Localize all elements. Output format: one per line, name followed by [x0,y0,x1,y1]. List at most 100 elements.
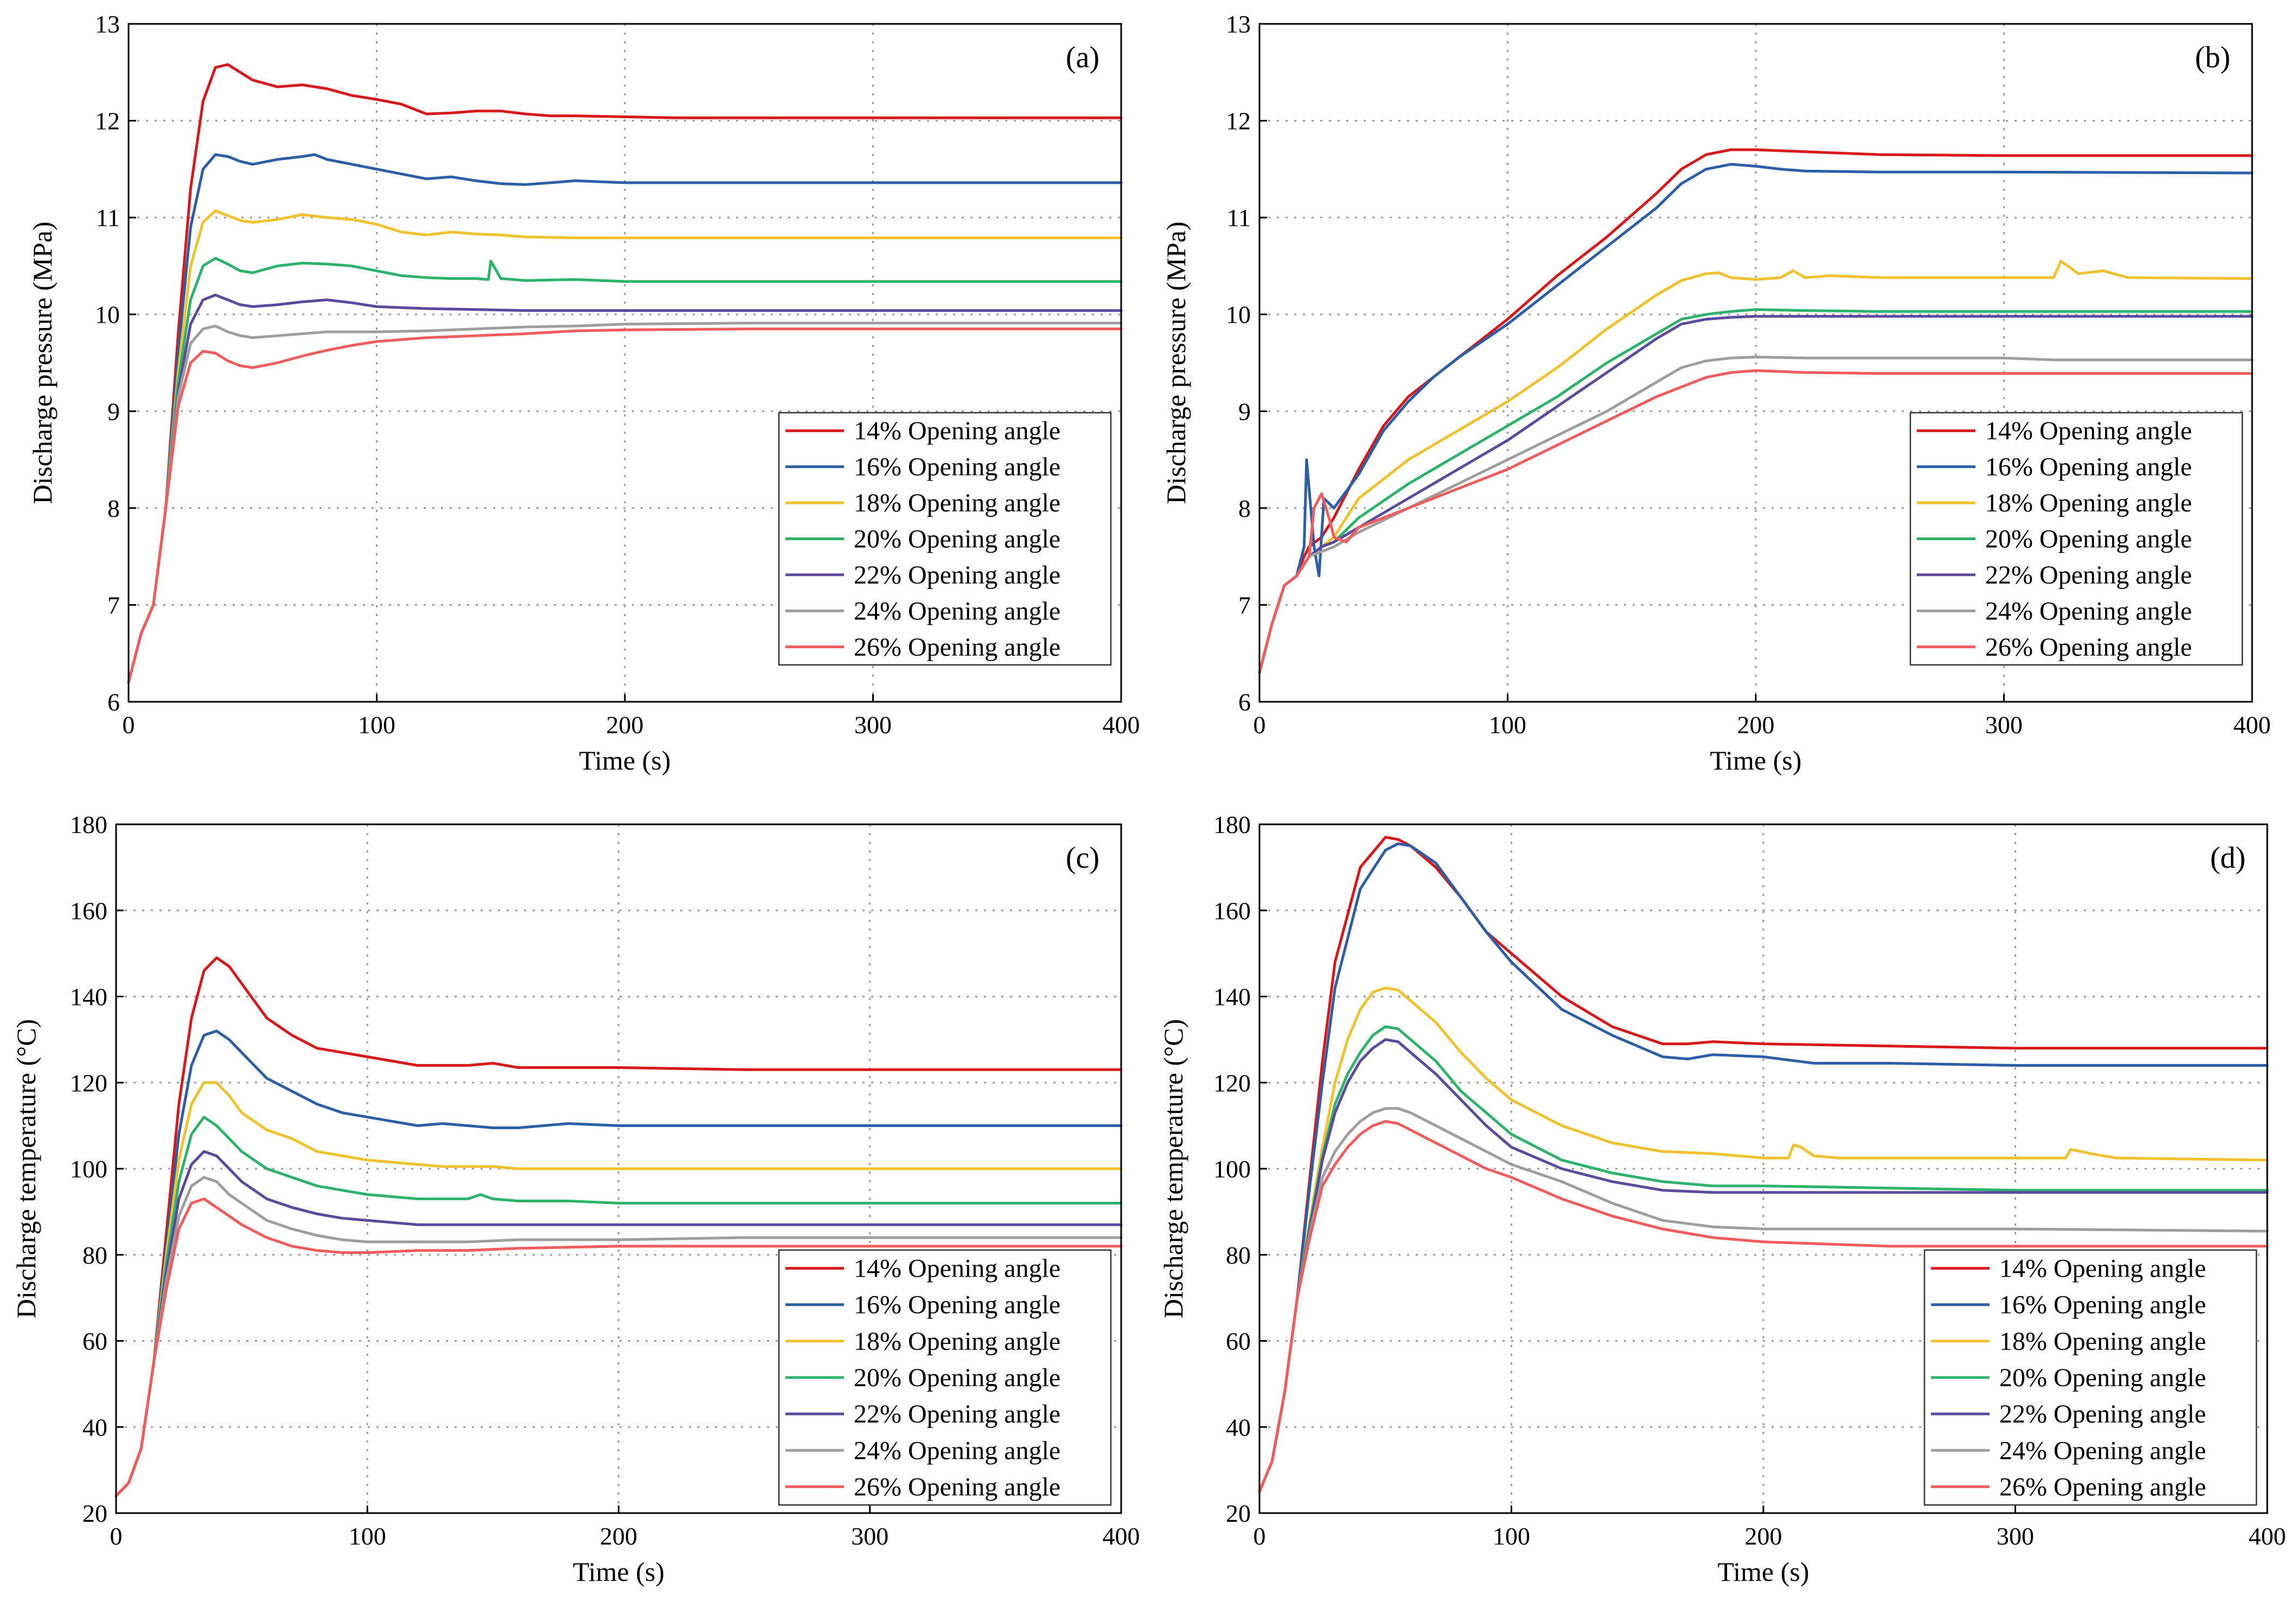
x-tick-label: 200 [600,1522,637,1550]
legend-entry: 20% Opening angle [1999,1363,2206,1392]
legend-entry: 20% Opening angle [854,525,1060,554]
x-tick-label: 300 [854,711,892,739]
y-tick-label: 13 [95,10,120,38]
y-tick-label: 8 [1238,495,1251,522]
legend-entry: 16% Opening angle [1985,453,2192,482]
y-tick-label: 7 [1238,591,1251,619]
legend: 14% Opening angle 16% Opening angle 18% Op… [1923,1249,2257,1506]
legend-entry: 22% Opening angle [854,561,1060,590]
legend-entry: 26% Opening angle [854,633,1060,662]
x-tick-label: 300 [1997,1522,2034,1550]
panel-label: (b) [2195,41,2230,74]
x-tick-label: 0 [123,711,135,739]
panel-label: (d) [2210,841,2246,875]
panel-d: 0 100 200 300 400 20 40 60 80 100 120 140 160 180 Time… [1158,811,2286,1587]
x-tick-label: 400 [2249,1522,2286,1550]
series-line-1 [127,63,1123,684]
y-tick-label: 40 [1226,1413,1251,1441]
legend-entry: 14% Opening angle [1985,417,2192,445]
legend: 14% Opening angle 16% Opening angle 18% Op… [1909,412,2243,666]
x-axis-title: Time (s) [573,1556,664,1587]
legend-entry: 14% Opening angle [1999,1254,2206,1283]
legend-entry: 16% Opening angle [854,453,1060,482]
y-axis-title: Discharge pressure (MPa) [27,221,57,504]
y-tick-label: 11 [96,204,120,232]
panel-label: (c) [1066,841,1099,875]
y-tick-label: 120 [70,1069,107,1097]
legend-entry: 18% Opening angle [1985,489,2192,517]
legend-entry: 22% Opening angle [1985,561,2192,590]
y-tick-label: 8 [107,495,120,522]
x-tick-label: 0 [110,1522,123,1550]
series-line-2 [1258,163,2254,674]
x-tick-label: 400 [1103,1522,1140,1550]
legend-entry: 16% Opening angle [854,1291,1060,1319]
y-tick-label: 6 [1238,688,1251,716]
x-tick-label: 0 [1253,1522,1266,1550]
series-line-7 [114,1197,1123,1497]
series-line-7 [1258,369,2254,674]
y-tick-label: 12 [95,107,120,135]
series-line-2 [1258,842,2269,1493]
x-tick-label: 200 [606,711,644,739]
legend: 14% Opening angle 16% Opening angle 18% Op… [778,1249,1112,1506]
legend-entry: 14% Opening angle [854,417,1060,445]
series-line-4 [127,257,1123,684]
series-line-1 [114,956,1123,1497]
x-tick-label: 200 [1737,711,1775,739]
x-axis-title: Time (s) [1710,745,1801,776]
x-tick-label: 200 [1745,1522,1782,1550]
x-tick-label: 300 [851,1522,888,1550]
x-tick-label: 0 [1253,711,1266,739]
y-tick-label: 80 [82,1241,107,1269]
y-tick-label: 7 [107,591,120,619]
panel-label: (a) [1066,41,1099,74]
panel-a: 0 100 200 300 400 6 7 8 9 10 11 12 13 Time (s) Dischar… [27,10,1140,776]
legend-entry: 18% Opening angle [854,1327,1060,1356]
y-tick-label: 160 [1213,897,1251,925]
y-tick-label: 60 [82,1328,107,1355]
y-tick-label: 9 [1238,398,1251,425]
x-tick-label: 300 [1985,711,2023,739]
y-tick-label: 10 [1226,301,1251,329]
y-tick-label: 13 [1226,10,1251,38]
legend-entry: 26% Opening angle [854,1472,1060,1501]
legend-entry: 18% Opening angle [1999,1327,2206,1356]
legend: 14% Opening angle 16% Opening angle 18% Op… [778,412,1112,666]
legend-entry: 24% Opening angle [1999,1436,2206,1465]
y-axis-title: Discharge pressure (MPa) [1161,221,1191,504]
y-axis-title: Discharge temperature (°C) [1158,1019,1188,1318]
series-line-7 [1258,1120,2269,1493]
series-line-7 [127,328,1123,684]
y-tick-label: 180 [1213,811,1251,838]
legend-entry: 22% Opening angle [1999,1400,2206,1428]
y-axis-title: Discharge temperature (°C) [11,1019,41,1318]
y-tick-label: 60 [1226,1328,1251,1355]
y-tick-label: 9 [107,398,120,425]
x-tick-label: 400 [1103,711,1140,739]
x-tick-label: 100 [358,711,395,739]
legend-entry: 26% Opening angle [1999,1472,2206,1501]
y-tick-label: 20 [82,1500,107,1527]
x-axis-title: Time (s) [579,745,670,776]
panel-c: 0 100 200 300 400 20 40 60 80 100 120 140 160 180 Time… [11,811,1140,1587]
legend-entry: 24% Opening angle [1985,597,2192,625]
legend-entry: 20% Opening angle [1985,525,2192,554]
legend-entry: 22% Opening angle [854,1400,1060,1428]
series-line-3 [114,1081,1123,1497]
panel-b: 0 100 200 300 400 6 7 8 9 10 11 12 13 Time (s) Dischar… [1161,10,2271,776]
series-line-3 [1258,986,2269,1493]
y-tick-label: 160 [70,897,107,925]
y-tick-label: 140 [70,983,107,1011]
y-tick-label: 100 [1213,1155,1251,1183]
legend-entry: 24% Opening angle [854,597,1060,625]
y-tick-label: 11 [1227,204,1251,232]
x-tick-label: 400 [2234,711,2271,739]
legend-entry: 24% Opening angle [854,1436,1060,1465]
y-tick-label: 100 [70,1155,107,1183]
y-tick-label: 10 [95,301,120,329]
x-tick-label: 100 [349,1522,386,1550]
y-tick-label: 140 [1213,983,1251,1011]
series-line-2 [127,153,1123,684]
